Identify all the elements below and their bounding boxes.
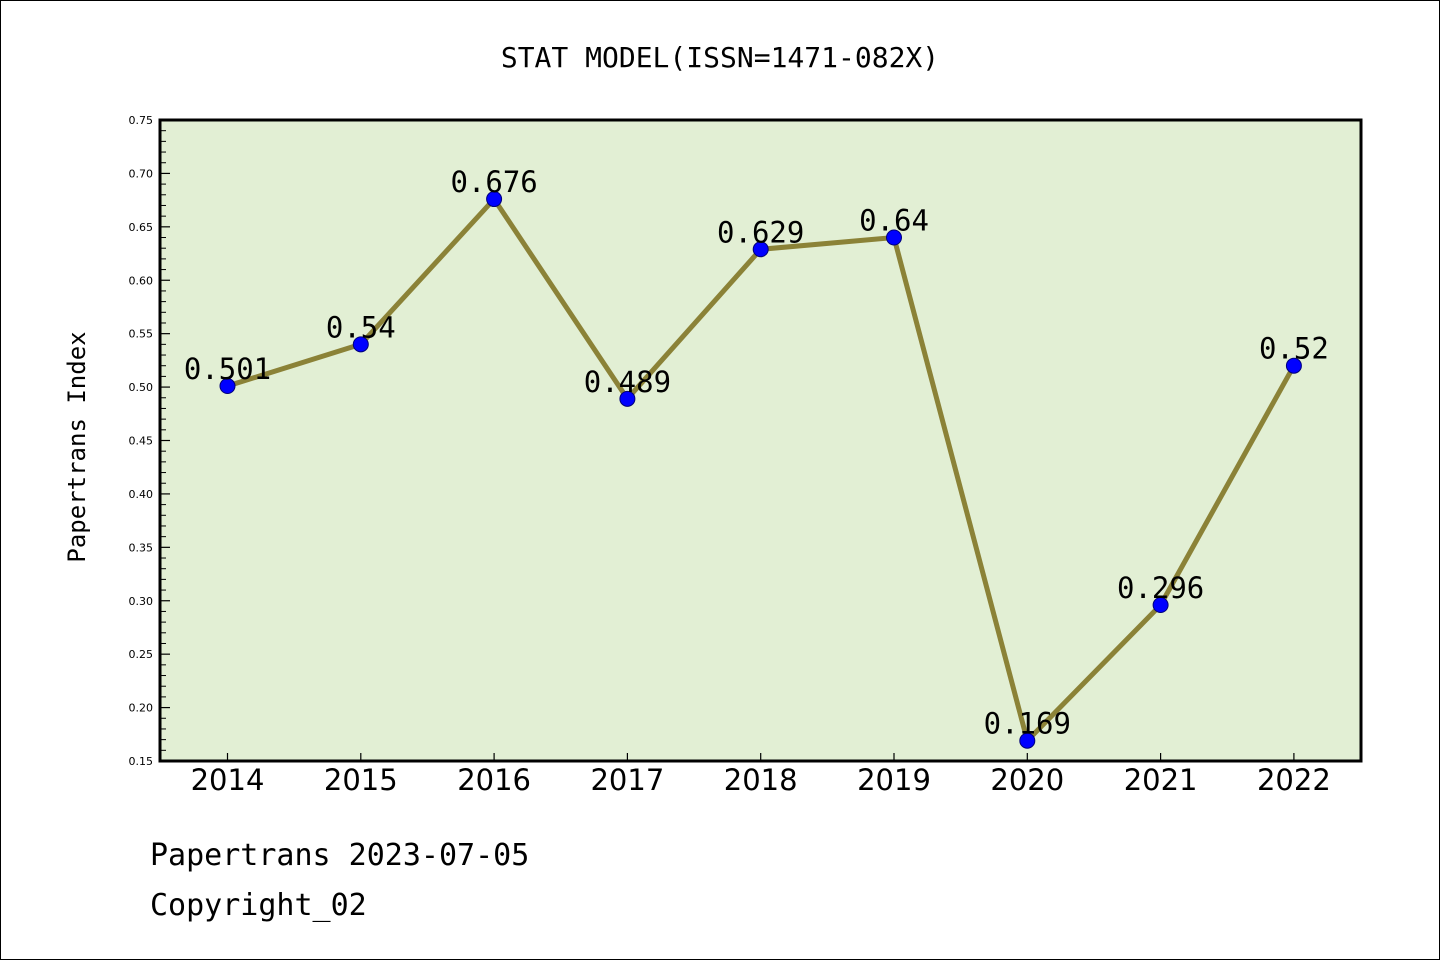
data-label: 0.489 xyxy=(584,365,671,399)
x-tick-label: 2021 xyxy=(1124,763,1198,797)
data-labels: 0.501 0.54 0.676 0.489 0.629 0.64 0.169 0.296 0.… xyxy=(184,165,1329,741)
y-tick-label: 0.15 xyxy=(129,755,154,768)
x-tick-label: 2015 xyxy=(324,763,398,797)
y-tick-label: 0.30 xyxy=(129,595,154,608)
data-point xyxy=(886,229,902,246)
chart-title: STAT MODEL(ISSN=1471-082X) xyxy=(501,41,939,74)
data-label: 0.501 xyxy=(184,352,271,386)
y-tick-label: 0.70 xyxy=(129,167,154,180)
footer-copyright-text: Copyright_02 xyxy=(150,888,367,923)
data-label: 0.629 xyxy=(717,215,804,249)
x-tick-label: 2018 xyxy=(724,763,798,797)
y-tick-label: 0.75 xyxy=(129,114,154,127)
x-tick-label: 2020 xyxy=(990,763,1064,797)
data-markers xyxy=(219,191,1302,749)
data-label: 0.64 xyxy=(859,204,929,238)
x-tick-label: 2022 xyxy=(1257,763,1331,797)
plot-area xyxy=(158,118,1363,763)
y-axis: 0.15 0.20 0.25 0.30 0.35 0.40 0.45 0.50 0.55 0.60… xyxy=(129,114,170,768)
data-label: 0.169 xyxy=(984,707,1071,741)
y-tick-label: 0.45 xyxy=(129,435,154,448)
data-point xyxy=(352,336,369,353)
data-label: 0.54 xyxy=(326,310,396,344)
data-label: 0.676 xyxy=(450,165,537,199)
data-point xyxy=(1019,732,1036,749)
data-point xyxy=(486,191,503,208)
x-tick-label: 2014 xyxy=(191,763,265,797)
y-tick-label: 0.55 xyxy=(129,328,154,341)
x-tick-label: 2016 xyxy=(457,763,531,797)
footer-date-text: Papertrans 2023-07-05 xyxy=(150,838,529,873)
data-point xyxy=(219,378,236,395)
data-point xyxy=(1285,357,1302,374)
data-label: 0.296 xyxy=(1117,571,1204,605)
data-point xyxy=(619,390,636,407)
y-tick-label: 0.50 xyxy=(129,381,154,394)
y-tick-label: 0.35 xyxy=(129,541,154,554)
y-tick-label: 0.20 xyxy=(129,702,154,715)
x-axis: 2014 2015 2016 2017 2018 2019 2020 2021 2022 xyxy=(191,753,1331,797)
y-tick-label: 0.40 xyxy=(129,488,154,501)
x-tick-label: 2019 xyxy=(857,763,931,797)
data-point xyxy=(752,241,769,258)
y-axis-title: Papertrans Index xyxy=(63,331,91,562)
data-point xyxy=(1152,597,1169,614)
y-tick-label: 0.60 xyxy=(129,274,154,287)
data-label: 0.52 xyxy=(1259,332,1329,366)
y-tick-label: 0.25 xyxy=(129,648,154,661)
y-tick-label: 0.65 xyxy=(129,221,154,234)
x-tick-label: 2017 xyxy=(590,763,664,797)
